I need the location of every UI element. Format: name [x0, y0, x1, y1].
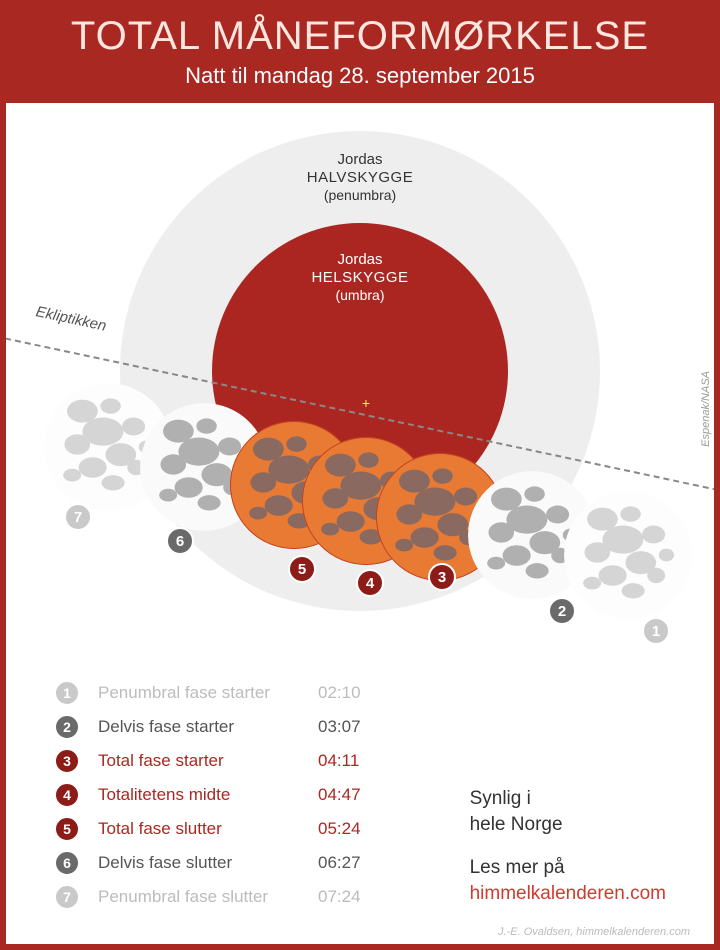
legend-label-4: Totalitetens midte: [98, 785, 318, 805]
legend-row-1: 1 Penumbral fase starter 02:10: [54, 676, 388, 710]
visibility-line1: Synlig i: [470, 786, 666, 812]
legend-row-4: 4 Totalitetens midte 04:47: [54, 778, 388, 812]
legend-label-7: Penumbral fase slutter: [98, 887, 318, 907]
legend-row-7: 7 Penumbral fase slutter 07:24: [54, 880, 388, 914]
legend-badge-2: 2: [54, 714, 80, 740]
center-cross-icon: +: [362, 395, 370, 411]
umbra-label: Jordas HELSKYGGE (umbra): [260, 251, 460, 304]
legend-badge-3: 3: [54, 748, 80, 774]
ecliptic-label: Ekliptikken: [34, 303, 108, 335]
legend-time-1: 02:10: [318, 683, 388, 703]
phase-badge-4: 4: [356, 569, 384, 597]
legend-time-5: 05:24: [318, 819, 388, 839]
footer-credit: J.-E. Ovaldsen, himmelkalenderen.com: [498, 926, 690, 938]
phase-badge-1: 1: [642, 617, 670, 645]
eclipse-diagram: Jordas HALVSKYGGE (penumbra) Jordas HELS…: [6, 103, 714, 638]
visibility-line2: hele Norge: [470, 812, 666, 838]
phase-legend: 1 Penumbral fase starter 02:10 2 Delvis …: [54, 676, 388, 914]
subtitle: Natt til mandag 28. september 2015: [6, 63, 714, 89]
website-link[interactable]: himmelkalenderen.com: [470, 881, 666, 907]
phase-badge-2: 2: [548, 597, 576, 625]
legend-label-3: Total fase starter: [98, 751, 318, 771]
header: TOTAL MÅNEFORMØRKELSE Natt til mandag 28…: [6, 6, 714, 103]
legend-time-2: 03:07: [318, 717, 388, 737]
legend-row-5: 5 Total fase slutter 05:24: [54, 812, 388, 846]
legend-label-5: Total fase slutter: [98, 819, 318, 839]
legend-time-7: 07:24: [318, 887, 388, 907]
legend-label-2: Delvis fase starter: [98, 717, 318, 737]
phase-badge-7: 7: [64, 503, 92, 531]
legend-row-3: 3 Total fase starter 04:11: [54, 744, 388, 778]
legend-label-6: Delvis fase slutter: [98, 853, 318, 873]
phase-badge-6: 6: [166, 527, 194, 555]
legend-badge-4: 4: [54, 782, 80, 808]
legend-row-6: 6 Delvis fase slutter 06:27: [54, 846, 388, 880]
phase-badge-5: 5: [288, 555, 316, 583]
legend-time-4: 04:47: [318, 785, 388, 805]
diagram-credit: Espenak/NASA: [700, 371, 712, 447]
legend-badge-7: 7: [54, 884, 80, 910]
legend-time-3: 04:11: [318, 751, 388, 771]
readmore-line: Les mer på: [470, 855, 666, 881]
legend-label-1: Penumbral fase starter: [98, 683, 318, 703]
penumbra-label: Jordas HALVSKYGGE (penumbra): [260, 151, 460, 204]
side-note: Synlig i hele Norge Les mer på himmelkal…: [470, 786, 666, 907]
legend-badge-5: 5: [54, 816, 80, 842]
infographic-frame: TOTAL MÅNEFORMØRKELSE Natt til mandag 28…: [0, 0, 720, 950]
legend-badge-6: 6: [54, 850, 80, 876]
phase-badge-3: 3: [428, 563, 456, 591]
legend-badge-1: 1: [54, 680, 80, 706]
legend-row-2: 2 Delvis fase starter 03:07: [54, 710, 388, 744]
moon-phase-1: [564, 491, 692, 619]
legend-time-6: 06:27: [318, 853, 388, 873]
main-title: TOTAL MÅNEFORMØRKELSE: [6, 14, 714, 59]
